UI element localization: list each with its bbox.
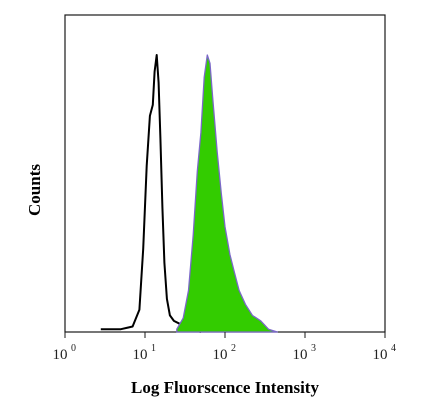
x-tick-label-1: 10 <box>133 347 148 363</box>
x-tick-label-0: 10 <box>53 347 68 363</box>
series-layer <box>100 54 278 333</box>
x-tick-label-3: 10 <box>293 347 308 363</box>
x-tick-exponent-2: 2 <box>231 343 236 354</box>
x-tick-exponent-1: 1 <box>151 343 156 354</box>
x-tick-exponent-3: 3 <box>311 343 316 354</box>
x-axis-label: Log Fluorscence Intensity <box>131 378 319 397</box>
x-tick-exponent-0: 0 <box>71 343 76 354</box>
histogram-series-2 <box>176 54 278 333</box>
x-tick-exponent-4: 4 <box>391 343 396 354</box>
y-axis-label: Counts <box>25 164 44 216</box>
histogram-series-1 <box>100 54 202 333</box>
x-tick-label-4: 10 <box>373 347 388 363</box>
x-tick-label-2: 10 <box>213 347 228 363</box>
x-axis-ticks: 10 0 10 1 10 2 10 3 10 4 <box>53 332 396 363</box>
